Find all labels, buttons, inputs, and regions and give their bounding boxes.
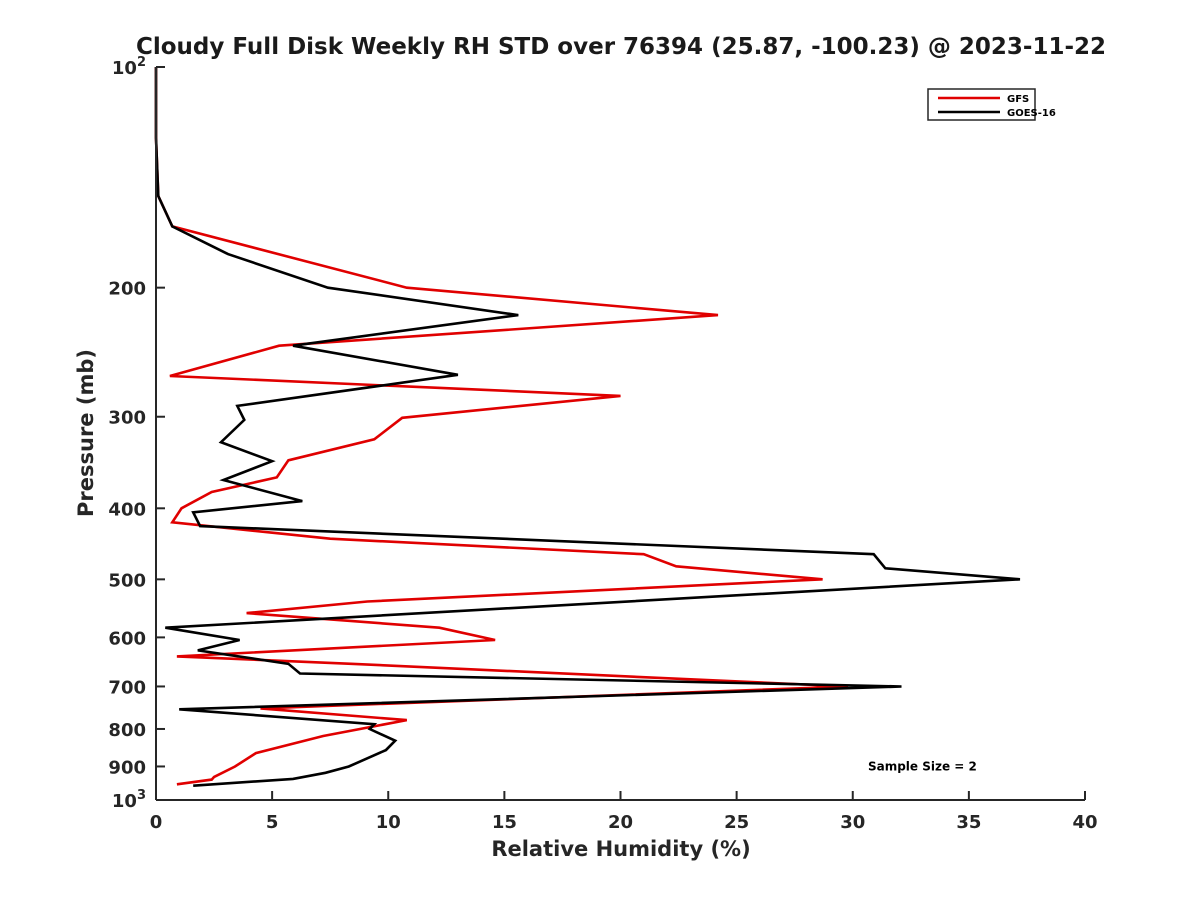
y-tick-label: 400 [108,499,146,520]
x-tick-label: 0 [150,812,163,833]
annotations: Sample Size = 2 [868,759,977,773]
y-tick-label: 900 [108,757,146,778]
legend-box [927,88,1036,121]
legend: GFS GOES-16 [927,88,1056,121]
chart-title: Cloudy Full Disk Weekly RH STD over 7639… [136,34,1106,60]
y-tick-label: 102 [112,55,146,79]
x-axis-label: Relative Humidity (%) [491,837,750,861]
y-tick-label: 800 [108,720,146,741]
y-tick-label: 600 [108,628,146,649]
y-tick-label: 700 [108,677,146,698]
legend-label: GFS [1007,94,1029,105]
series-line-gfs [154,67,849,786]
x-axis-ticks: 0 5 10 15 20 25 30 35 40 [150,791,1098,833]
legend-label: GOES-16 [1007,108,1056,119]
x-tick-label: 10 [376,812,401,833]
x-tick-label: 40 [1072,812,1097,833]
x-tick-label: 30 [840,812,865,833]
x-tick-label: 15 [492,812,517,833]
x-tick-label: 25 [724,812,749,833]
y-axis-label: Pressure (mb) [74,349,98,517]
y-tick-label: 200 [108,279,146,300]
y-tick-label: 103 [112,788,146,812]
y-tick-label: 300 [108,408,146,429]
plot-lines [154,67,1021,787]
y-axis-ticks: 102 200 300 400 500 600 700 800 900 103 [108,55,165,812]
y-tick-label: 500 [108,570,146,591]
x-tick-label: 5 [266,812,279,833]
series-line-goes-16 [154,67,1021,787]
sample-size-annotation: Sample Size = 2 [868,759,977,773]
x-tick-label: 35 [956,812,981,833]
x-tick-label: 20 [608,812,633,833]
